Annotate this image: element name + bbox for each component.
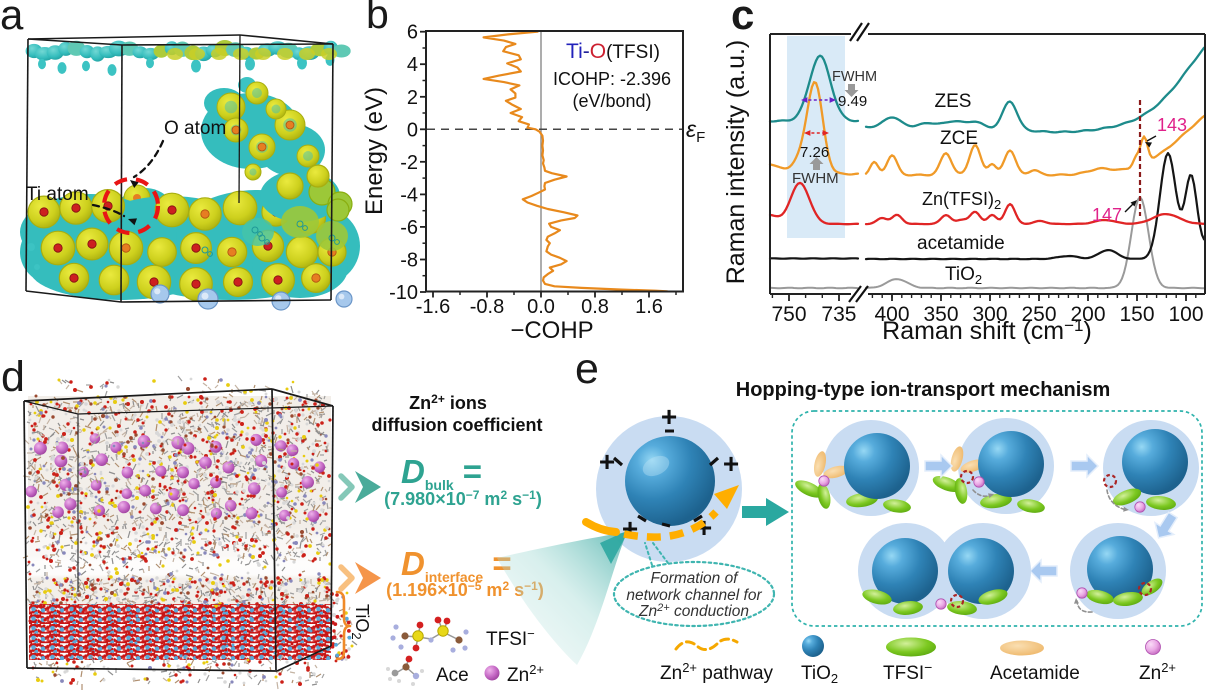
svg-text:9.49: 9.49 [838,93,867,110]
svg-text:O atom: O atom [164,118,226,139]
svg-text:-10: -10 [389,282,418,304]
svg-text:750: 750 [771,303,806,326]
svg-text:network channel for: network channel for [626,587,762,604]
svg-text:Raman intensity (a.u.): Raman intensity (a.u.) [722,40,750,285]
svg-text:Hopping-type ion-transport mec: Hopping-type ion-transport mechanism [736,379,1110,401]
svg-text:0: 0 [407,119,418,141]
svg-text:Dbulk =: Dbulk = [401,453,482,493]
svg-text:FWHM: FWHM [792,170,839,187]
svg-text:Ti atom: Ti atom [26,184,89,205]
svg-text:400: 400 [874,303,909,326]
svg-text:a: a [0,0,24,38]
svg-text:FWHM: FWHM [832,69,877,85]
svg-text:+: + [723,448,739,479]
svg-text:250: 250 [1021,303,1056,326]
svg-text:Acetamide: Acetamide [990,663,1080,684]
svg-text:Zn2+ ions: Zn2+ ions [409,392,487,413]
svg-text:150: 150 [1119,303,1154,326]
svg-text:TFSI−: TFSI− [486,626,535,650]
svg-text:diffusion coefficient: diffusion coefficient [372,415,543,435]
svg-text:200: 200 [1070,303,1105,326]
svg-text:−COHP: −COHP [510,317,593,344]
svg-text:Raman shift (cm−1): Raman shift (cm−1) [882,316,1092,345]
svg-text:4: 4 [407,54,418,76]
svg-text:ZCE: ZCE [940,128,978,149]
svg-text:7.26: 7.26 [800,144,829,161]
svg-text:-4: -4 [400,184,418,206]
svg-text:(7.980×10−7 m2 s−1): (7.980×10−7 m2 s−1) [384,488,542,509]
svg-text:6: 6 [407,22,418,44]
svg-text:735: 735 [821,303,856,326]
svg-text:Zn2+ conduction: Zn2+ conduction [638,602,749,620]
svg-text:147: 147 [1092,205,1122,225]
svg-text:b: b [366,0,389,37]
svg-text:0.8: 0.8 [581,296,609,318]
svg-text:TiO2: TiO2 [945,264,982,287]
svg-text:TFSI−: TFSI− [883,659,932,684]
svg-text:300: 300 [972,303,1007,326]
svg-text:c: c [731,0,754,38]
svg-text:-6: -6 [400,217,418,239]
svg-text:TiO2: TiO2 [349,604,372,640]
svg-text:0.0: 0.0 [527,296,555,318]
svg-text:1.6: 1.6 [635,296,663,318]
svg-text:Ti-O(TFSI): Ti-O(TFSI) [566,40,660,63]
svg-text:-8: -8 [400,249,418,271]
svg-text:e: e [575,345,599,393]
svg-text:ZES: ZES [935,91,972,112]
svg-text:TiO2: TiO2 [801,663,838,686]
svg-text:+: + [661,401,677,432]
svg-text:Zn2+: Zn2+ [1139,660,1176,684]
svg-text:(eV/bond): (eV/bond) [572,91,651,111]
svg-text:2: 2 [407,87,418,109]
svg-text:-0.8: -0.8 [470,296,504,318]
svg-text:Zn(TFSI)2: Zn(TFSI)2 [922,189,1001,212]
svg-text:d: d [1,353,25,401]
svg-text:-1.6: -1.6 [416,296,450,318]
svg-text:100: 100 [1168,303,1203,326]
svg-text:143: 143 [1157,115,1187,135]
svg-text:acetamide: acetamide [917,233,1005,254]
svg-text:+: + [696,512,712,543]
svg-text:Formation of: Formation of [650,570,739,587]
svg-text:350: 350 [923,303,958,326]
svg-text:Zn2+ pathway: Zn2+ pathway [660,660,774,684]
svg-text:Energy (eV): Energy (eV) [361,87,388,215]
svg-text:Ace: Ace [436,665,469,686]
svg-text:ICOHP: -2.396: ICOHP: -2.396 [553,69,671,89]
svg-text:+: + [599,446,615,477]
svg-text:-2: -2 [400,152,418,174]
